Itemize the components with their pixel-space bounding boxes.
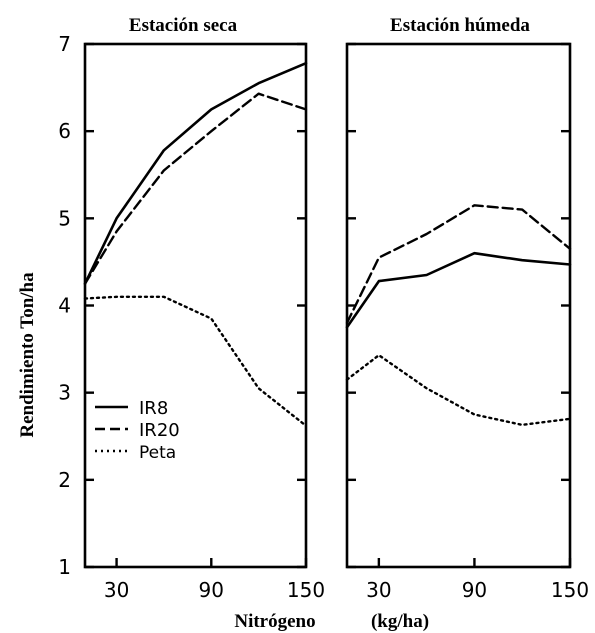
x-tick-label: 150 bbox=[551, 578, 589, 602]
series-line-peta bbox=[345, 354, 572, 427]
plot-frame bbox=[345, 42, 572, 569]
x-tick-label: 90 bbox=[199, 578, 224, 602]
panel-title-wet: Estación húmeda bbox=[390, 15, 530, 36]
y-tick-label: 3 bbox=[58, 381, 71, 405]
x-tick-label: 150 bbox=[287, 578, 325, 602]
legend: IR8 IR20 Peta bbox=[95, 398, 180, 463]
x-tick-label: 90 bbox=[462, 578, 487, 602]
y-axis-label: Rendimiento Ton/ha bbox=[17, 272, 38, 438]
y-tick-label: 7 bbox=[58, 32, 71, 56]
dry-season-panel: 1 2 3 4 5 6 7 30 90 150 bbox=[58, 32, 325, 602]
series-line-ir8 bbox=[345, 251, 572, 329]
series-line-peta bbox=[83, 295, 308, 427]
legend-label-peta: Peta bbox=[139, 443, 176, 463]
y-tick-label: 2 bbox=[58, 468, 71, 492]
y-tick-label: 6 bbox=[58, 119, 71, 143]
x-tick-label: 30 bbox=[104, 578, 129, 602]
panel-title-dry: Estación seca bbox=[129, 15, 238, 36]
series-line-ir20 bbox=[345, 204, 572, 325]
legend-label-ir20: IR20 bbox=[139, 420, 180, 441]
x-axis-unit: (kg/ha) bbox=[371, 611, 429, 632]
legend-label-ir8: IR8 bbox=[139, 398, 168, 419]
wet-season-panel: 30 90 150 bbox=[345, 42, 589, 602]
y-tick-label: 1 bbox=[58, 555, 71, 579]
x-axis-label: Nitrógeno bbox=[234, 611, 315, 632]
series-line-ir20 bbox=[83, 92, 308, 285]
y-tick-label: 4 bbox=[58, 294, 71, 318]
x-tick-label: 30 bbox=[366, 578, 391, 602]
y-tick-label: 5 bbox=[58, 206, 71, 230]
series-line-ir8 bbox=[83, 61, 308, 286]
